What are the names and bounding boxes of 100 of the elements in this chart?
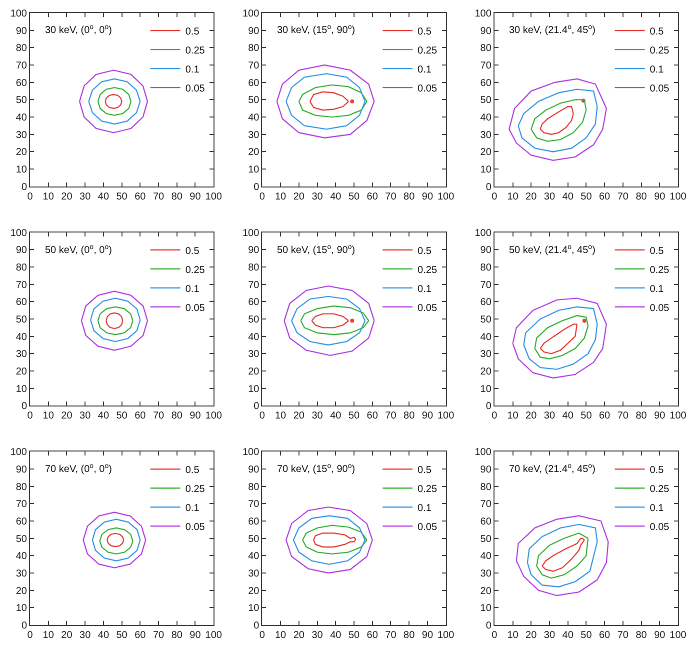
legend-label: 0.5 bbox=[185, 26, 200, 38]
text: 70 keV, (21.4$^{o}$, 45$^{o}$) bbox=[509, 463, 596, 476]
y-tick-label: 10 bbox=[248, 164, 260, 176]
y-tick-label: 70 bbox=[16, 499, 28, 510]
y-tick-label: 10 bbox=[480, 164, 492, 176]
y-tick-label: 90 bbox=[16, 245, 28, 256]
x-tick-label: 80 bbox=[636, 191, 648, 202]
x-tick-label: 80 bbox=[404, 630, 416, 641]
legend-label: 0.05 bbox=[185, 302, 206, 314]
x-tick-label: 60 bbox=[598, 191, 611, 202]
y-tick-label: 0 bbox=[254, 620, 260, 632]
y-tick-label: 80 bbox=[16, 43, 28, 54]
x-tick-label: 60 bbox=[134, 191, 146, 202]
x-tick-label: 30 bbox=[544, 410, 556, 422]
y-tick-label: 50 bbox=[248, 95, 260, 106]
x-tick-label: 60 bbox=[366, 191, 378, 202]
y-tick-label: 30 bbox=[248, 349, 260, 360]
y-tick-label: 40 bbox=[248, 332, 260, 343]
x-tick-label: 40 bbox=[330, 191, 342, 202]
x-tick-label: 60 bbox=[366, 410, 378, 422]
x-tick-label: 50 bbox=[580, 191, 592, 202]
x-tick-label: 10 bbox=[507, 191, 519, 202]
x-tick-label: 30 bbox=[544, 630, 556, 641]
legend-label: 0.1 bbox=[650, 503, 664, 514]
y-tick-label: 10 bbox=[248, 603, 260, 614]
x-tick-label: 10 bbox=[274, 630, 287, 641]
y-tick-label: 100 bbox=[242, 228, 260, 239]
legend-label: 0.25 bbox=[418, 264, 438, 276]
x-tick-label: 30 bbox=[312, 191, 324, 202]
x-tick-label: 30 bbox=[80, 630, 92, 641]
legend-label: 0.05 bbox=[418, 83, 438, 94]
x-tick-label: 100 bbox=[437, 410, 455, 422]
y-tick-label: 80 bbox=[248, 482, 260, 493]
x-tick-label: 60 bbox=[598, 630, 611, 641]
x-tick-label: 100 bbox=[205, 630, 222, 641]
legend-label: 0.05 bbox=[650, 302, 670, 314]
legend-label: 0.05 bbox=[650, 522, 670, 534]
x-tick-label: 90 bbox=[422, 410, 434, 422]
y-tick-label: 60 bbox=[16, 297, 28, 308]
y-tick-label: 60 bbox=[16, 78, 28, 89]
x-tick-label: 10 bbox=[507, 630, 519, 641]
y-tick-label: 80 bbox=[480, 43, 492, 54]
x-tick-label: 20 bbox=[293, 630, 305, 641]
x-tick-label: 100 bbox=[205, 191, 222, 202]
legend-label: 0.1 bbox=[185, 64, 200, 76]
x-tick-label: 10 bbox=[42, 410, 54, 422]
y-tick-label: 50 bbox=[480, 95, 492, 106]
y-tick-label: 10 bbox=[480, 603, 492, 614]
y-tick-label: 70 bbox=[248, 60, 260, 72]
y-tick-label: 50 bbox=[16, 95, 28, 106]
y-tick-label: 10 bbox=[16, 164, 28, 176]
y-tick-label: 30 bbox=[480, 130, 492, 141]
x-tick-label: 40 bbox=[330, 630, 342, 641]
x-tick-label: 20 bbox=[293, 410, 305, 422]
y-tick-label: 80 bbox=[16, 262, 28, 274]
y-tick-label: 90 bbox=[480, 26, 492, 37]
y-tick-label: 10 bbox=[248, 384, 260, 395]
y-tick-label: 90 bbox=[480, 245, 492, 256]
text: 30 keV, (21.4$^{o}$, 45$^{o}$) bbox=[509, 24, 596, 36]
y-tick-label: 100 bbox=[10, 447, 28, 458]
legend-label: 0.1 bbox=[650, 64, 664, 76]
legend-label: 0.05 bbox=[418, 302, 438, 314]
y-tick-label: 40 bbox=[16, 551, 28, 562]
x-tick-label: 40 bbox=[98, 410, 110, 422]
y-tick-label: 30 bbox=[16, 130, 28, 141]
x-tick-label: 80 bbox=[636, 410, 648, 422]
y-tick-label: 0 bbox=[21, 401, 28, 412]
legend-label: 0.25 bbox=[650, 45, 670, 56]
y-tick-label: 60 bbox=[480, 297, 492, 308]
y-tick-label: 70 bbox=[16, 280, 28, 291]
x-tick-label: 70 bbox=[152, 191, 165, 202]
y-tick-label: 40 bbox=[248, 112, 260, 124]
y-tick-label: 20 bbox=[480, 586, 492, 597]
x-tick-label: 90 bbox=[190, 410, 202, 422]
y-tick-label: 70 bbox=[480, 60, 492, 72]
legend-label: 0.5 bbox=[650, 465, 664, 476]
y-tick-label: 100 bbox=[474, 228, 492, 239]
y-tick-label: 0 bbox=[486, 401, 492, 412]
x-tick-label: 100 bbox=[437, 191, 455, 202]
x-tick-label: 10 bbox=[42, 191, 54, 202]
y-tick-label: 90 bbox=[480, 464, 492, 476]
y-tick-label: 40 bbox=[16, 332, 28, 343]
legend-label: 0.5 bbox=[418, 465, 432, 476]
y-tick-label: 30 bbox=[480, 349, 492, 360]
y-tick-label: 80 bbox=[248, 43, 260, 54]
x-tick-label: 90 bbox=[190, 191, 202, 202]
x-tick-label: 50 bbox=[116, 410, 128, 422]
x-tick-label: 70 bbox=[152, 410, 165, 422]
x-tick-label: 80 bbox=[636, 630, 648, 641]
legend-label: 0.25 bbox=[185, 484, 206, 496]
x-tick-label: 100 bbox=[670, 191, 687, 202]
y-tick-label: 50 bbox=[248, 534, 260, 545]
x-tick-label: 90 bbox=[654, 191, 666, 202]
x-tick-label: 10 bbox=[274, 191, 287, 202]
y-tick-label: 80 bbox=[248, 262, 260, 274]
text: 70 keV, (15$^{o}$, 90$^{o}$) bbox=[277, 463, 356, 476]
x-tick-label: 40 bbox=[330, 410, 342, 422]
x-tick-label: 20 bbox=[293, 191, 305, 202]
legend-label: 0.05 bbox=[650, 83, 670, 94]
y-tick-label: 100 bbox=[474, 447, 492, 458]
